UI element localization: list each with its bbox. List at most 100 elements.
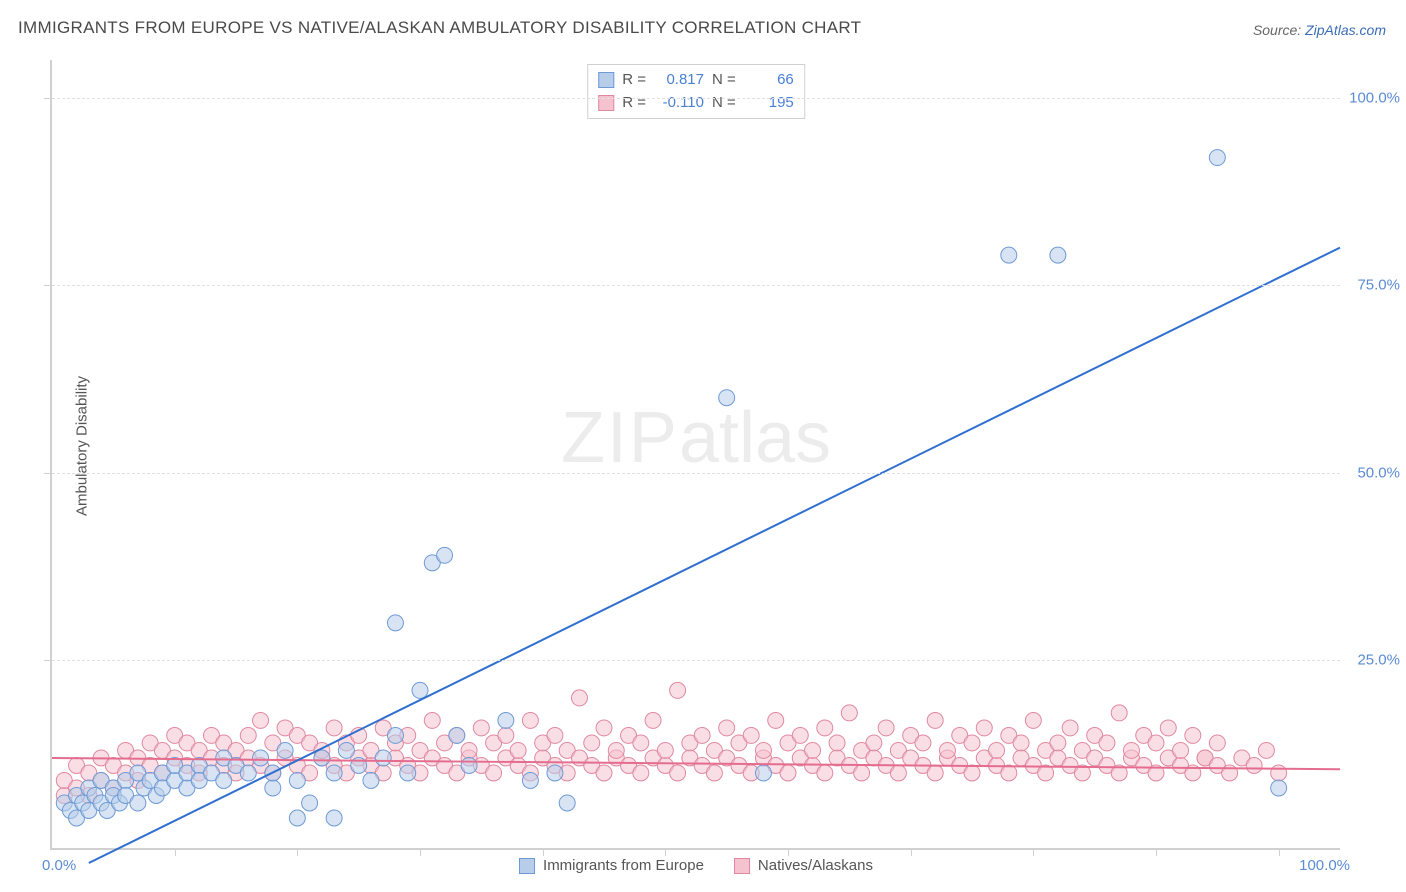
data-point <box>841 705 857 721</box>
data-point <box>1209 150 1225 166</box>
source-prefix: Source: <box>1253 22 1305 38</box>
data-point <box>1025 712 1041 728</box>
data-point <box>1258 742 1274 758</box>
n-value-2: 195 <box>744 92 794 115</box>
data-point <box>473 720 489 736</box>
data-point <box>694 727 710 743</box>
x-tick <box>1156 848 1157 856</box>
data-point <box>314 750 330 766</box>
data-point <box>1050 247 1066 263</box>
legend-item-2: Natives/Alaskans <box>734 857 873 874</box>
data-point <box>387 615 403 631</box>
data-point <box>964 735 980 751</box>
data-point <box>1185 727 1201 743</box>
data-point <box>657 742 673 758</box>
data-point <box>326 810 342 826</box>
data-point <box>289 810 305 826</box>
data-point <box>989 742 1005 758</box>
data-point <box>939 742 955 758</box>
data-point <box>363 772 379 788</box>
source-attribution: Source: ZipAtlas.com <box>1253 22 1386 38</box>
data-point <box>253 712 269 728</box>
data-point <box>1123 742 1139 758</box>
data-point <box>1160 720 1176 736</box>
swatch-blue <box>598 72 614 88</box>
stats-legend-box: R = 0.817 N = 66 R = -0.110 N = 195 <box>587 64 805 119</box>
r-label-1: R = <box>622 69 646 92</box>
data-point <box>375 750 391 766</box>
x-tick <box>175 848 176 856</box>
data-point <box>400 765 416 781</box>
y-tick-label: 100.0% <box>1349 89 1400 106</box>
data-point <box>1271 765 1287 781</box>
data-point <box>780 765 796 781</box>
data-point <box>437 547 453 563</box>
data-point <box>461 757 477 773</box>
data-point <box>792 727 808 743</box>
gridline <box>52 473 1340 474</box>
data-point <box>964 765 980 781</box>
source-link[interactable]: ZipAtlas.com <box>1305 22 1386 38</box>
x-tick <box>788 848 789 856</box>
data-point <box>755 742 771 758</box>
data-point <box>866 735 882 751</box>
data-point <box>498 712 514 728</box>
y-tick-label: 25.0% <box>1357 652 1400 669</box>
data-point <box>1001 247 1017 263</box>
data-point <box>1001 765 1017 781</box>
data-point <box>817 765 833 781</box>
x-tick <box>665 848 666 856</box>
data-point <box>253 750 269 766</box>
y-tick-label: 50.0% <box>1357 464 1400 481</box>
data-point <box>498 727 514 743</box>
n-label-2: N = <box>712 92 736 115</box>
x-tick <box>1279 848 1280 856</box>
data-point <box>706 765 722 781</box>
data-point <box>277 742 293 758</box>
r-value-1: 0.817 <box>654 69 704 92</box>
data-point <box>768 712 784 728</box>
chart-svg <box>52 60 1340 848</box>
data-point <box>559 795 575 811</box>
data-point <box>596 765 612 781</box>
data-point <box>927 765 943 781</box>
gridline <box>52 285 1340 286</box>
data-point <box>326 765 342 781</box>
stats-row-2: R = -0.110 N = 195 <box>598 92 794 115</box>
y-tick <box>44 98 52 99</box>
y-tick-label: 75.0% <box>1357 277 1400 294</box>
data-point <box>817 720 833 736</box>
data-point <box>338 742 354 758</box>
data-point <box>670 682 686 698</box>
data-point <box>633 735 649 751</box>
data-point <box>289 772 305 788</box>
data-point <box>719 390 735 406</box>
data-point <box>265 780 281 796</box>
data-point <box>522 772 538 788</box>
legend-swatch-blue <box>519 858 535 874</box>
n-value-1: 66 <box>744 69 794 92</box>
data-point <box>1209 735 1225 751</box>
data-point <box>449 727 465 743</box>
legend-label-2: Natives/Alaskans <box>758 857 873 874</box>
chart-title: IMMIGRANTS FROM EUROPE VS NATIVE/ALASKAN… <box>18 18 861 38</box>
data-point <box>1111 705 1127 721</box>
data-point <box>424 712 440 728</box>
data-point <box>1062 720 1078 736</box>
gridline <box>52 660 1340 661</box>
data-point <box>1173 742 1189 758</box>
y-tick <box>44 473 52 474</box>
n-label-1: N = <box>712 69 736 92</box>
data-point <box>522 712 538 728</box>
data-point <box>412 682 428 698</box>
data-point <box>878 720 894 736</box>
data-point <box>326 720 342 736</box>
data-point <box>240 765 256 781</box>
data-point <box>1246 757 1262 773</box>
data-point <box>633 765 649 781</box>
data-point <box>743 727 759 743</box>
data-point <box>608 742 624 758</box>
data-point <box>584 735 600 751</box>
x-tick <box>1033 848 1034 856</box>
data-point <box>890 765 906 781</box>
